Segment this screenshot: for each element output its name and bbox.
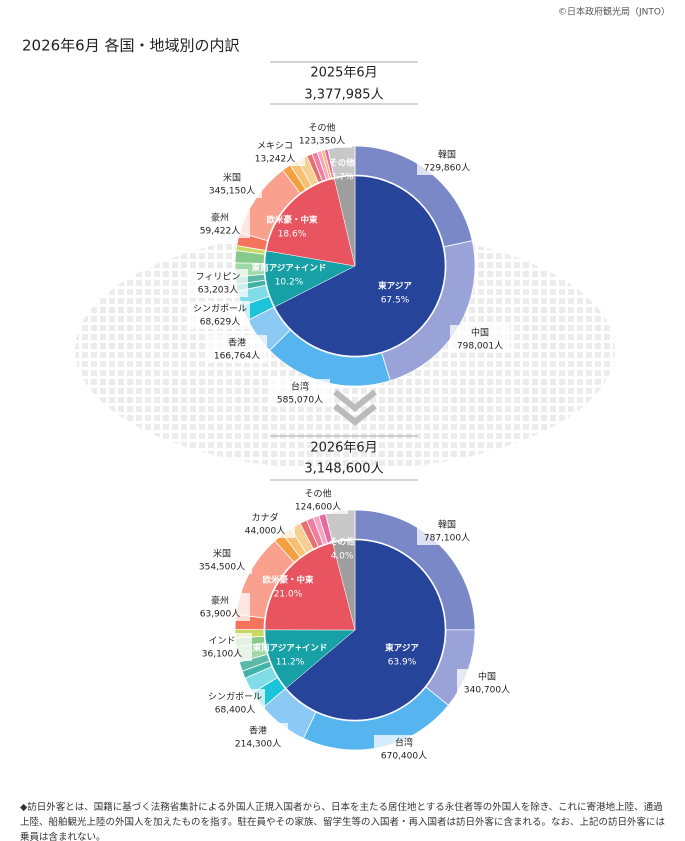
outer-label: 香港: [249, 725, 267, 737]
label-box: [417, 517, 477, 545]
inner-value: 67.5%: [381, 296, 410, 306]
label-box: [205, 689, 265, 717]
inner-segment: [285, 539, 446, 721]
label-box: [202, 170, 262, 198]
label-box: [228, 723, 288, 751]
label-box: [190, 593, 250, 621]
inner-segment: [264, 629, 356, 689]
label-box: [457, 669, 517, 697]
outer-value: 44,000人: [245, 526, 286, 537]
outer-value: 63,900人: [200, 609, 241, 620]
inner-value: 10.2%: [275, 278, 304, 288]
inner-label: 欧米豪・中東: [262, 575, 314, 586]
inner-value: 63.9%: [388, 658, 417, 668]
label-box: [270, 379, 330, 407]
outer-value: 798,001人: [457, 341, 503, 352]
inner-label: 東アジア: [378, 281, 412, 292]
label-box: [190, 301, 250, 329]
outer-label: 米国: [213, 548, 231, 560]
outer-label: 中国: [478, 671, 496, 683]
inner-value: 3.7%: [331, 173, 354, 183]
outer-value: 345,150人: [209, 186, 255, 197]
outer-value: 59,422人: [200, 226, 241, 237]
outer-value: 585,070人: [277, 395, 323, 406]
outer-label: 豪州: [211, 595, 229, 607]
outer-value: 68,629人: [200, 317, 241, 328]
label-box: [190, 210, 250, 238]
chart-total: 3,148,600人: [304, 462, 383, 477]
inner-segment: [274, 175, 446, 357]
arrow: [333, 389, 377, 426]
outer-label: カナダ: [251, 512, 278, 524]
outer-label: 台湾: [395, 737, 413, 749]
outer-label: 台湾: [291, 381, 309, 393]
label-box: [188, 269, 248, 297]
outer-value: 68,400人: [215, 705, 256, 716]
outer-value: 729,860人: [424, 163, 470, 174]
outer-value: 36,100人: [202, 649, 243, 660]
chart-total: 3,377,985人: [304, 88, 383, 103]
label-box: [292, 120, 352, 148]
outer-value: 123,350人: [299, 136, 345, 147]
outer-value: 354,500人: [199, 562, 245, 573]
chart-title: 2026年6月: [310, 441, 377, 456]
outer-label: 中国: [471, 327, 489, 339]
outer-label: 豪州: [211, 212, 229, 224]
label-box: [374, 735, 434, 763]
inner-value: 21.0%: [274, 590, 303, 600]
inner-segment: [333, 175, 356, 267]
outer-label: インド: [208, 637, 235, 647]
label-box: [192, 633, 252, 661]
chart-title: 2025年6月: [310, 66, 377, 81]
label-box: [417, 147, 477, 175]
label-box: [450, 325, 510, 353]
outer-value: 340,700人: [464, 685, 510, 696]
inner-value: 18.6%: [278, 230, 307, 240]
inner-value: 11.2%: [276, 658, 305, 668]
footnote: ◆訪日外客とは、国籍に基づく法務省集計による外国人正規入国者から、日本を主たる居…: [20, 802, 666, 841]
outer-value: 13,242人: [255, 154, 296, 165]
outer-label: その他: [308, 122, 335, 134]
inner-segment: [332, 539, 356, 631]
label-box: [192, 546, 252, 574]
outer-label: メキシコ: [257, 142, 293, 152]
outer-label: シンガポール: [208, 692, 262, 703]
outer-value: 787,100人: [424, 533, 470, 544]
inner-label: 東南アジア+インド: [253, 643, 328, 654]
inner-label: 東アジア: [385, 643, 419, 654]
source: ©日本政府観光局（JNTO）: [558, 6, 670, 18]
outer-label: 韓国: [438, 520, 456, 531]
outer-label: 韓国: [438, 150, 456, 161]
inner-label: 欧米豪・中東: [266, 215, 318, 226]
inner-value: 4.0%: [331, 552, 354, 562]
inner-label: 東南アジア+インド: [252, 263, 327, 274]
outer-value: 166,764人: [214, 351, 260, 362]
outer-value: 124,600人: [295, 502, 341, 513]
label-box: [207, 335, 267, 363]
outer-label: シンガポール: [193, 304, 247, 315]
inner-label: その他: [329, 158, 355, 169]
outer-value: 670,400人: [381, 751, 427, 762]
inner-segment: [264, 542, 356, 631]
outer-value: 214,300人: [235, 739, 281, 750]
outer-label: 香港: [228, 337, 246, 349]
label-box: [235, 510, 295, 538]
outer-label: フィリピン: [196, 272, 241, 283]
inner-label: その他: [329, 537, 355, 548]
label-box: [288, 486, 348, 514]
outer-label: 米国: [223, 172, 241, 184]
outer-value: 63,203人: [198, 285, 239, 296]
outer-label: その他: [304, 488, 331, 500]
inner-segment: [266, 178, 356, 267]
page-title: 2026年6月 各国・地域別の内訳: [22, 37, 240, 55]
